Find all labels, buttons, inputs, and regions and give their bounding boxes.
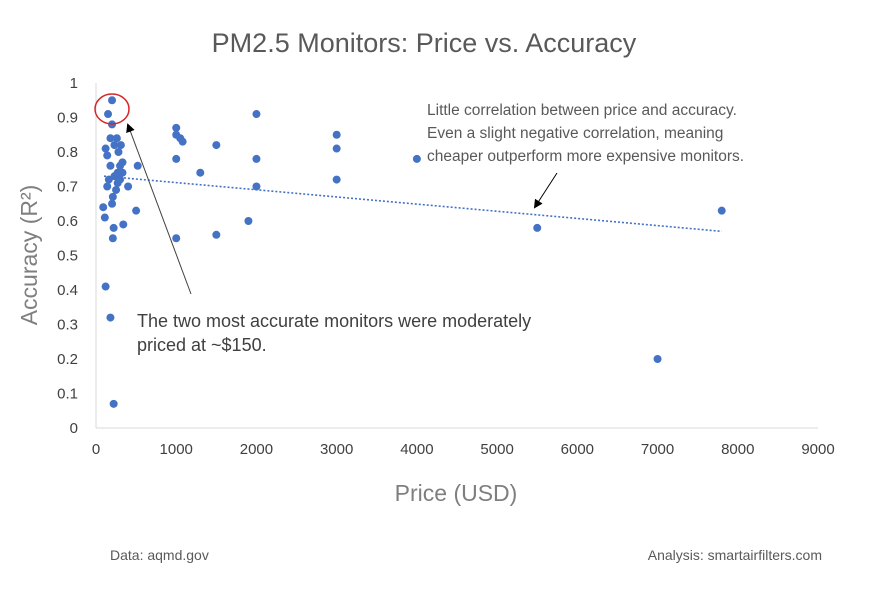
y-tick-label: 0.9	[57, 110, 78, 127]
data-point	[133, 161, 142, 170]
top-note-line: Little correlation between price and acc…	[427, 102, 737, 119]
data-point	[252, 154, 261, 163]
data-point	[108, 192, 117, 201]
data-point	[101, 144, 110, 153]
data-point	[103, 151, 112, 160]
data-point	[717, 206, 726, 215]
data-point	[212, 230, 221, 239]
top-note-line: cheaper outperform more expensive monito…	[427, 148, 744, 165]
y-tick-label: 0.8	[57, 144, 78, 161]
data-point	[103, 182, 112, 191]
data-point	[108, 96, 117, 105]
data-source: Data: aqmd.gov	[110, 547, 209, 563]
bottom-note-line: The two most accurate monitors were mode…	[137, 311, 531, 331]
data-point	[100, 213, 109, 222]
y-tick-label: 0.7	[57, 179, 78, 196]
data-point	[412, 154, 421, 163]
x-tick-label: 2000	[240, 441, 273, 458]
data-point	[109, 223, 118, 232]
y-tick-label: 0.5	[57, 248, 78, 265]
x-tick-label: 5000	[480, 441, 513, 458]
data-point	[101, 282, 110, 291]
data-point	[124, 182, 133, 191]
data-point	[252, 182, 261, 191]
data-point	[113, 179, 122, 188]
top-note-line: Even a slight negative correlation, mean…	[427, 125, 723, 142]
data-point	[116, 141, 125, 150]
x-tick-label: 9000	[801, 441, 834, 458]
x-tick-label: 8000	[721, 441, 754, 458]
data-point	[172, 123, 181, 132]
data-point	[132, 206, 141, 215]
y-tick-label: 0.3	[57, 317, 78, 334]
y-tick-label: 0.6	[57, 213, 78, 230]
data-point	[108, 199, 117, 208]
x-tick-labels: 0 1000 2000 3000 4000 5000 6000 7000 8000 9000	[92, 441, 835, 458]
trendline	[103, 175, 722, 233]
data-point	[172, 154, 181, 163]
y-tick-label: 0.4	[57, 282, 78, 299]
data-point	[108, 234, 117, 243]
plot-axes	[95, 83, 818, 429]
data-point	[104, 110, 113, 119]
x-axis-title: Price (USD)	[395, 480, 518, 506]
x-tick-label: 7000	[641, 441, 674, 458]
top-note: Little correlation between price and acc…	[427, 102, 744, 165]
data-point	[653, 355, 662, 363]
bottom-note-arrow	[126, 123, 192, 295]
data-point	[212, 141, 221, 150]
data-point	[178, 137, 187, 146]
data-point	[106, 161, 115, 170]
highlight-circle	[94, 93, 130, 125]
data-point	[110, 141, 119, 150]
y-tick-label: 0.1	[57, 386, 78, 403]
data-point	[533, 223, 542, 232]
x-tick-label: 1000	[160, 441, 193, 458]
y-tick-labels: 0 0.1 0.2 0.3 0.4 0.5 0.6 0.7 0.8 0.9 1	[57, 75, 78, 437]
y-axis-title: Accuracy (R²)	[16, 185, 42, 326]
data-point	[196, 168, 205, 177]
data-point	[244, 217, 253, 225]
data-point	[119, 220, 128, 229]
data-point	[332, 144, 341, 153]
data-point	[106, 134, 115, 143]
x-tick-label: 3000	[320, 441, 353, 458]
data-point	[172, 234, 181, 243]
data-point	[116, 161, 125, 170]
bottom-note: The two most accurate monitors were mode…	[137, 311, 531, 355]
data-point	[114, 148, 123, 156]
x-tick-label: 0	[92, 441, 100, 458]
top-note-arrow	[533, 172, 558, 209]
data-point	[332, 130, 341, 139]
chart-title: PM2.5 Monitors: Price vs. Accuracy	[212, 28, 637, 58]
data-point	[106, 313, 115, 322]
analysis-credit: Analysis: smartairfilters.com	[648, 547, 822, 563]
bottom-note-line: priced at ~$150.	[137, 335, 267, 355]
data-point	[99, 203, 108, 212]
data-point	[109, 399, 118, 408]
data-point	[112, 185, 121, 194]
data-point	[332, 175, 341, 184]
data-point	[252, 110, 261, 119]
y-tick-label: 0	[70, 420, 78, 437]
data-point	[118, 168, 127, 177]
x-tick-label: 6000	[561, 441, 594, 458]
x-tick-label: 4000	[400, 441, 433, 458]
y-tick-label: 1	[70, 75, 78, 92]
data-points	[99, 96, 726, 408]
y-tick-label: 0.2	[57, 351, 78, 368]
data-point	[112, 134, 121, 143]
